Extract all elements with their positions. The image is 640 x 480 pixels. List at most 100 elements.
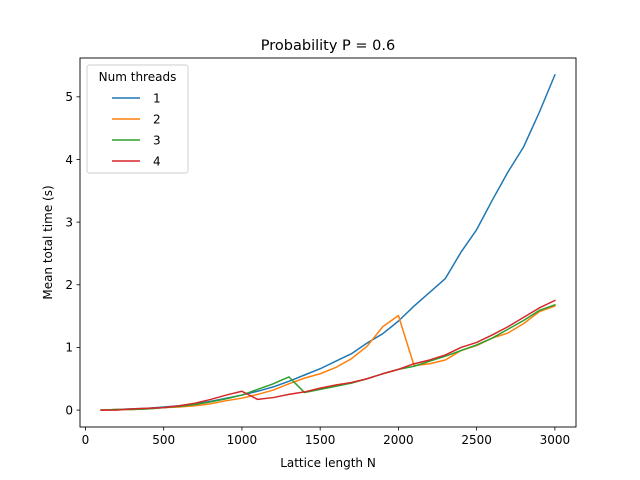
x-tick-label: 3000 (540, 433, 571, 447)
x-tick-label: 2500 (461, 433, 492, 447)
chart-title: Probability P = 0.6 (261, 38, 395, 54)
data-point-1 (460, 251, 463, 254)
data-point-4 (178, 404, 181, 407)
legend-entry-3: 3 (112, 133, 161, 147)
data-point-4 (162, 406, 165, 409)
legend-label: 2 (153, 112, 161, 126)
data-point-4 (506, 325, 509, 328)
data-point-4 (115, 409, 118, 412)
data-point-2 (319, 372, 322, 375)
data-point-4 (475, 341, 478, 344)
data-point-2 (366, 345, 369, 348)
y-axis-label: Mean total time (s) (41, 185, 55, 299)
y-axis: 0 1 2 3 4 5 (65, 90, 80, 417)
data-point-4 (303, 390, 306, 393)
data-point-2 (334, 366, 337, 369)
data-point-4 (413, 362, 416, 365)
data-point-3 (256, 388, 259, 391)
data-point-1 (553, 73, 556, 76)
x-tick-label: 2000 (383, 433, 414, 447)
data-point-2 (444, 358, 447, 361)
legend-label: 3 (153, 133, 161, 147)
data-point-4 (287, 393, 290, 396)
x-tick-label: 1000 (227, 433, 258, 447)
data-point-4 (240, 390, 243, 393)
data-point-4 (272, 396, 275, 399)
data-point-1 (522, 145, 525, 148)
series-line-4 (100, 299, 556, 411)
data-point-3 (225, 397, 228, 400)
data-point-1 (272, 385, 275, 388)
data-point-1 (303, 374, 306, 377)
data-point-3 (460, 349, 463, 352)
plot-frame (79, 57, 577, 428)
legend-title: Num threads (99, 70, 177, 84)
data-point-1 (538, 111, 541, 114)
data-point-4 (366, 377, 369, 380)
x-tick-label: 500 (152, 433, 175, 447)
data-point-3 (553, 303, 556, 306)
y-tick-label: 0 (65, 403, 73, 417)
data-point-3 (272, 382, 275, 385)
data-point-4 (381, 372, 384, 375)
legend-label: 4 (153, 154, 161, 168)
data-point-1 (413, 305, 416, 308)
data-point-1 (475, 228, 478, 231)
data-point-3 (287, 375, 290, 378)
legend-entries: 1 2 3 4 (112, 91, 161, 168)
legend: Num threads 1 2 3 4 (86, 64, 189, 174)
x-axis: 0 500 1000 1500 2000 2500 3000 (82, 427, 570, 447)
data-point-3 (522, 319, 525, 322)
data-point-4 (147, 407, 150, 410)
data-point-1 (334, 360, 337, 363)
x-axis-label: Lattice length N (280, 456, 376, 470)
data-point-1 (491, 199, 494, 202)
data-point-4 (100, 409, 103, 412)
y-tick-label: 5 (65, 90, 73, 104)
data-point-2 (303, 377, 306, 380)
data-point-2 (506, 332, 509, 335)
data-point-1 (350, 352, 353, 355)
data-point-4 (428, 358, 431, 361)
data-point-2 (272, 389, 275, 392)
data-point-1 (381, 332, 384, 335)
data-point-4 (491, 333, 494, 336)
data-point-2 (350, 357, 353, 360)
y-tick-label: 3 (65, 215, 73, 229)
series-layer (100, 73, 556, 412)
data-point-4 (131, 407, 134, 410)
data-point-2 (287, 382, 290, 385)
data-point-4 (319, 387, 322, 390)
data-point-4 (256, 398, 259, 401)
data-point-2 (381, 325, 384, 328)
data-point-1 (428, 291, 431, 294)
legend-entry-4: 4 (112, 154, 161, 168)
data-point-1 (506, 171, 509, 174)
data-point-2 (522, 322, 525, 325)
data-point-4 (444, 353, 447, 356)
data-point-2 (240, 397, 243, 400)
legend-label: 1 (153, 91, 161, 105)
data-point-4 (209, 398, 212, 401)
data-point-4 (350, 381, 353, 384)
data-point-4 (553, 299, 556, 302)
data-point-3 (240, 394, 243, 397)
data-point-4 (397, 368, 400, 371)
data-point-4 (460, 346, 463, 349)
legend-entry-2: 2 (112, 112, 161, 126)
data-point-4 (194, 402, 197, 405)
legend-entry-1: 1 (112, 91, 161, 105)
data-point-4 (538, 306, 541, 309)
x-tick-label: 1500 (305, 433, 336, 447)
data-point-1 (444, 277, 447, 280)
data-point-4 (225, 394, 228, 397)
data-point-3 (491, 337, 494, 340)
data-point-4 (522, 316, 525, 319)
y-tick-label: 1 (65, 341, 73, 355)
data-point-1 (319, 367, 322, 370)
data-point-2 (397, 314, 400, 317)
y-tick-label: 4 (65, 153, 73, 167)
data-point-4 (334, 384, 337, 387)
data-point-2 (256, 393, 259, 396)
